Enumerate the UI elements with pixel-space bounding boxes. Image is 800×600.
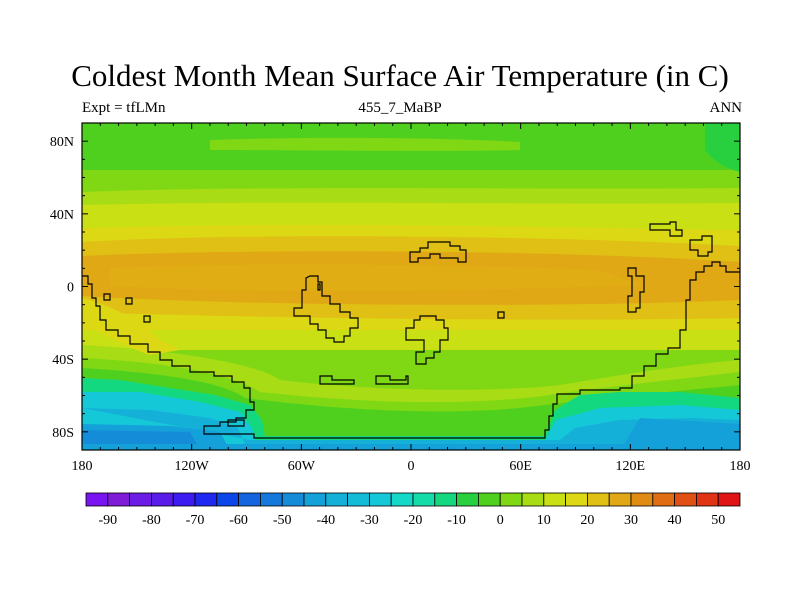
latitude-labels: 80N 40N 0 40S 80S	[50, 135, 74, 441]
colorbar-label: 50	[711, 513, 725, 528]
colorbar-label: 40	[668, 513, 682, 528]
colorbar-label: -50	[273, 513, 292, 528]
colorbar-swatch	[172, 492, 196, 507]
colorbar-swatch	[521, 492, 545, 507]
colorbar-swatch	[565, 492, 588, 507]
colorbar-swatch	[259, 492, 283, 507]
colorbar-label: -60	[229, 513, 248, 528]
colorbar-swatch	[587, 492, 610, 507]
colorbar-swatch	[717, 492, 741, 507]
lon-tick-label: 180	[72, 459, 93, 474]
lon-tick-label: 60E	[509, 459, 532, 474]
lat-tick-label: 40N	[50, 208, 74, 223]
colorbar-swatch	[456, 492, 479, 507]
colorbar-swatch	[390, 492, 414, 507]
lat-tick-label: 80S	[52, 426, 74, 441]
colorbar-swatch	[325, 492, 348, 507]
colorbar-swatch	[543, 492, 566, 507]
colorbar	[85, 492, 741, 507]
colorbar-label: -20	[404, 513, 423, 528]
colorbar-swatch	[477, 492, 501, 507]
colorbar-swatch	[85, 492, 109, 507]
plot-title: Coldest Month Mean Surface Air Temperatu…	[71, 58, 729, 93]
lon-tick-label: 180	[730, 459, 751, 474]
colorbar-swatch	[412, 492, 436, 507]
temperature-field	[82, 123, 740, 450]
colorbar-swatch	[674, 492, 697, 507]
colorbar-swatch	[652, 492, 675, 507]
colorbar-swatch	[129, 492, 152, 507]
lon-tick-label: 120E	[616, 459, 646, 474]
colorbar-swatch	[630, 492, 654, 507]
colorbar-label: 20	[580, 513, 594, 528]
lon-tick-label: 60W	[288, 459, 316, 474]
colorbar-labels: -90 -80 -70 -60 -50 -40 -30 -20 -10 0 10 20 30 40 50	[98, 513, 725, 528]
colorbar-swatch	[194, 492, 218, 507]
colorbar-label: 10	[537, 513, 551, 528]
lat-tick-label: 80N	[50, 135, 74, 150]
colorbar-swatch	[608, 492, 632, 507]
colorbar-swatch	[696, 492, 719, 507]
colorbar-swatch	[303, 492, 327, 507]
coastlines	[82, 221, 740, 439]
colorbar-swatch	[216, 492, 240, 507]
lat-tick-label: 40S	[52, 353, 74, 368]
lon-tick-label: 0	[408, 459, 415, 474]
colorbar-label: 0	[497, 513, 504, 528]
colorbar-label: -40	[316, 513, 335, 528]
axis-ticks	[81, 122, 741, 451]
colorbar-swatch	[499, 492, 523, 507]
season-label: ANN	[709, 100, 743, 116]
lat-tick-label: 0	[67, 281, 74, 296]
colorbar-swatch	[150, 492, 174, 507]
colorbar-label: 30	[624, 513, 638, 528]
experiment-label: Expt = tfLMn	[82, 100, 166, 116]
colorbar-swatch	[281, 492, 305, 507]
colorbar-swatch	[434, 492, 457, 507]
colorbar-swatch	[368, 492, 392, 507]
colorbar-swatch	[347, 492, 370, 507]
colorbar-label: -10	[447, 513, 466, 528]
colorbar-label: -90	[98, 513, 117, 528]
lon-tick-label: 120W	[175, 459, 210, 474]
timeslice-label: 455_7_MaBP	[358, 100, 442, 116]
colorbar-label: -30	[360, 513, 379, 528]
colorbar-swatch	[238, 492, 261, 507]
colorbar-label: -80	[142, 513, 161, 528]
colorbar-swatch	[107, 492, 131, 507]
longitude-labels: 180 120W 60W 0 60E 120E 180	[72, 459, 751, 474]
colorbar-label: -70	[186, 513, 205, 528]
